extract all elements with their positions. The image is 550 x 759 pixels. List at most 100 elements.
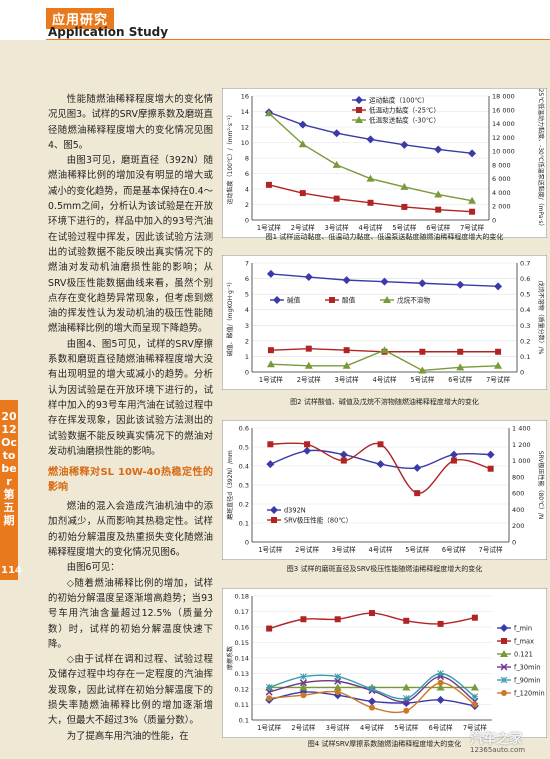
legend-marker (500, 663, 508, 671)
x-tick-label: 2号试样 (291, 723, 315, 732)
legend-label: SRV极压性能（80℃） (284, 516, 352, 525)
y-tick-label: 4 (245, 306, 249, 314)
legend-label: 戊烷不溶物 (397, 296, 430, 305)
data-point (402, 697, 410, 705)
y2-tick-label: 800 (512, 473, 524, 481)
data-point (400, 182, 409, 190)
legend-marker (501, 638, 507, 644)
y-tick-label: 0.2 (239, 501, 249, 509)
data-point (469, 208, 476, 215)
data-point (419, 348, 426, 355)
y2-tick-label: 0.6 (520, 275, 530, 283)
data-point (471, 614, 478, 621)
x-tick-label: 5号试样 (410, 375, 434, 384)
data-point (470, 683, 479, 691)
legend-label: f_max (514, 638, 534, 646)
data-point (369, 610, 375, 617)
x-tick-label: 3号试样 (326, 723, 350, 732)
y2-tick-label: 0.2 (520, 337, 530, 345)
data-point (468, 196, 477, 204)
data-point (369, 704, 375, 711)
page-number: 114 (1, 565, 22, 576)
data-point (367, 199, 374, 206)
y2-tick-label: 2 000 (492, 203, 511, 211)
legend-marker (501, 690, 507, 696)
y-tick-label: 0.15 (235, 639, 249, 647)
data-point (334, 689, 341, 696)
data-point (403, 707, 410, 714)
data-point (401, 203, 408, 210)
y-tick-label: 0 (245, 217, 249, 225)
data-point (368, 685, 376, 693)
figure-4-chart: 0.1 0.11 0.12 0.13 0.14 0.15 0.16 0.17 0.18 1号试样 2… (222, 588, 547, 738)
paragraph: 燃油的混入会造成汽油机油中的添加剂减少，从而影响其热稳定性。试样的初始分解温度及… (48, 501, 213, 559)
data-point (400, 140, 409, 149)
x-tick-label: 1号试样 (259, 375, 283, 384)
y-tick-label: 3 (245, 322, 249, 330)
y2-tick-label: 10 000 (492, 148, 515, 156)
section-label-en: Application Study (48, 25, 169, 39)
legend-label: f_120min (514, 690, 545, 698)
legend-label: d392N (284, 507, 306, 515)
y2-tick-label: 0 (520, 369, 524, 377)
data-point (366, 135, 375, 144)
watermark-logo: 汽车之家 (470, 732, 523, 747)
data-point (299, 683, 308, 691)
y2-tick-label: 0.1 (520, 353, 530, 361)
data-point (457, 348, 464, 355)
data-point (437, 670, 444, 677)
y-tick-label: 12 (241, 124, 249, 132)
data-point (266, 625, 273, 632)
y-tick-label: 2 (245, 337, 249, 345)
y2-tick-label: 0.4 (520, 306, 530, 314)
data-point (304, 273, 313, 282)
data-point (264, 109, 273, 117)
x-tick-label: 1号试样 (258, 545, 282, 554)
data-point (402, 683, 411, 691)
x-tick-label: 6号试样 (429, 723, 453, 732)
data-point (266, 269, 275, 278)
y2-tick-label: 400 (512, 506, 524, 514)
figure-3-caption: 图3 试样的磨斑直径及SRV极压性能随燃油稀释程度增大的变化 (286, 565, 483, 573)
x-tick-label: 7号试样 (486, 375, 510, 384)
legend-label: 酸值 (342, 296, 356, 305)
data-point (437, 620, 444, 627)
data-point (494, 361, 503, 369)
y2-tick-label: 1 200 (512, 441, 531, 449)
data-point (435, 206, 442, 213)
chart-frame (222, 420, 547, 560)
y-tick-label: 7 (245, 260, 249, 268)
data-point (300, 692, 307, 699)
x-tick-label: 3号试样 (325, 223, 349, 232)
chart-frame (222, 588, 547, 738)
x-tick-label: 7号试样 (463, 723, 487, 732)
y2-tick-label: 6 000 (492, 175, 511, 183)
y2-tick-label: 0.7 (520, 260, 530, 268)
y2-tick-label: 600 (512, 490, 524, 498)
data-point (266, 460, 275, 469)
legend-marker (329, 297, 335, 303)
x-tick-label: 5号试样 (392, 223, 416, 232)
data-point (265, 181, 272, 188)
header-divider (46, 39, 550, 40)
y2-tick-label: 16 000 (492, 106, 515, 114)
x-tick-label: 2号试样 (291, 223, 315, 232)
data-point (450, 457, 457, 464)
data-point (486, 450, 495, 459)
y-tick-label: 5 (245, 291, 249, 299)
y-tick-label: 0.14 (235, 655, 249, 663)
legend-marker (356, 107, 362, 113)
page-header: 应用研究 Application Study (0, 0, 550, 40)
data-point (495, 348, 502, 355)
legend-marker (355, 116, 363, 123)
chart-frame (222, 255, 547, 390)
y-tick-label: 6 (245, 170, 249, 178)
data-point (298, 140, 307, 148)
x-tick-label: 5号试样 (405, 545, 429, 554)
data-point (334, 616, 341, 623)
figure-2-caption: 图2 试样酸值、碱值及戊烷不溶物随燃油稀释程度增大的变化 (290, 398, 479, 406)
x-tick-label: 2号试样 (297, 375, 321, 384)
y-axis-label: 碱值、酸值/（mgKOH·g⁻¹） (226, 279, 234, 357)
legend-label: 运动黏度（100℃） (369, 96, 429, 105)
legend-label: f_90min (514, 677, 540, 685)
